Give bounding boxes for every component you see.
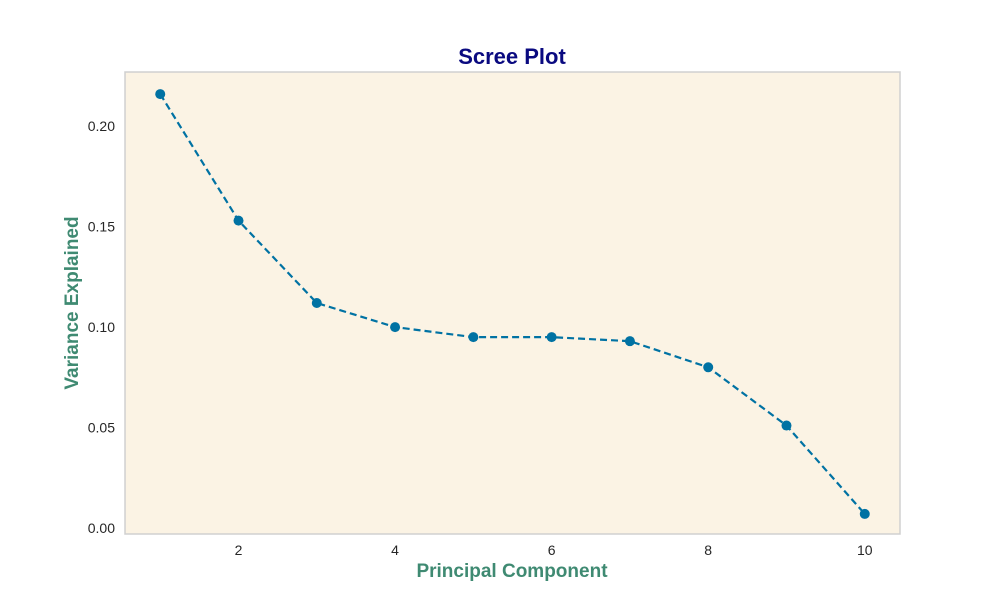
series-group [155, 89, 870, 519]
y-axis-ticks: 0.00 0.05 0.10 0.15 0.20 [88, 118, 115, 536]
y-tick-label: 0.20 [88, 118, 115, 134]
data-point [468, 332, 479, 343]
y-tick-label: 0.10 [88, 319, 115, 335]
y-tick-label: 0.15 [88, 219, 115, 235]
x-axis-label: Principal Component [416, 561, 608, 582]
data-point [859, 508, 870, 519]
y-axis-label: Variance Explained [62, 216, 83, 389]
data-point [781, 420, 792, 431]
x-tick-label: 4 [391, 542, 399, 558]
chart-title: Scree Plot [458, 44, 566, 69]
series-line [159, 93, 866, 515]
data-point [155, 89, 166, 100]
data-point [624, 336, 635, 347]
x-tick-label: 10 [857, 542, 873, 558]
x-axis-ticks: 2 4 6 8 10 [235, 542, 873, 558]
data-point [390, 322, 401, 333]
data-point [546, 332, 557, 343]
y-tick-label: 0.05 [88, 420, 115, 436]
x-tick-label: 2 [235, 542, 243, 558]
y-tick-label: 0.00 [88, 520, 115, 536]
data-point [311, 298, 322, 308]
data-point [233, 215, 244, 226]
data-point [703, 362, 714, 373]
x-tick-label: 8 [704, 542, 712, 558]
x-tick-label: 6 [548, 542, 556, 558]
plot-area [124, 71, 901, 535]
